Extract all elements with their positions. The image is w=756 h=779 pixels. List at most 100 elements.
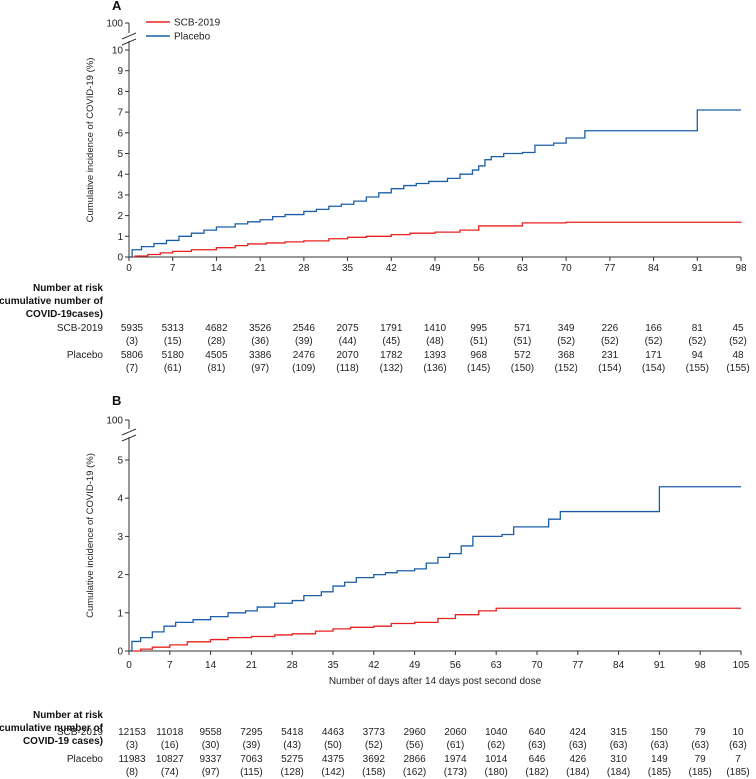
- panel-a-y-tick-label: 1: [117, 232, 123, 243]
- panel-a-x-tick-label: 77: [604, 263, 616, 274]
- panel-b-risk-at-risk-value: 79: [695, 754, 707, 765]
- panel-a-risk-at-risk-value: 2476: [293, 350, 316, 361]
- panel-b-risk-cases-value: (184): [607, 767, 630, 778]
- panel-a-risk-at-risk-value: 1782: [380, 350, 403, 361]
- panel-a-y-tick-label: 100: [106, 19, 123, 30]
- panel-a-risk-cases-value: (39): [295, 336, 313, 347]
- panel-a-risk-cases-value: (155): [726, 363, 749, 374]
- panel-a-risk-at-risk-value: 1393: [424, 350, 447, 361]
- panel-a-risk-cases-value: (150): [511, 363, 534, 374]
- panel-a-risk-at-risk-value: 2070: [336, 350, 359, 361]
- panel-b-risk-at-risk-value: 640: [529, 727, 546, 738]
- panel-a-risk-table-header: (cumulative number of: [0, 296, 104, 307]
- panel-a-risk-at-risk-value: 1791: [380, 323, 403, 334]
- panel-a-risk-at-risk-value: 1410: [424, 323, 447, 334]
- panel-b-risk-at-risk-value: 5418: [281, 727, 304, 738]
- panel-b-risk-cases-value: (63): [528, 740, 546, 751]
- panel-a-risk-cases-value: (132): [380, 363, 403, 374]
- panel-b-risk-cases-value: (97): [202, 767, 220, 778]
- panel-a-x-tick-label: 42: [386, 263, 398, 274]
- panel-b-risk-table-header: (cumulative number of: [0, 723, 104, 734]
- panel-b-risk-at-risk-value: 2866: [403, 754, 426, 765]
- panel-a-risk-cases-value: (52): [557, 336, 575, 347]
- panel-b-x-tick-label: 105: [733, 660, 750, 671]
- panel-a-risk-cases-value: (52): [729, 336, 747, 347]
- panel-b-risk-cases-value: (62): [487, 740, 505, 751]
- panel-a-risk-at-risk-value: 4682: [205, 323, 228, 334]
- panel-a-risk-cases-value: (3): [126, 336, 138, 347]
- panel-b-risk-cases-value: (52): [365, 740, 383, 751]
- panel-a-risk-cases-value: (51): [470, 336, 488, 347]
- panel-a-x-tick-label: 14: [211, 263, 223, 274]
- panel-a-risk-cases-value: (61): [164, 363, 182, 374]
- panel-b-y-tick-label: 1: [117, 608, 123, 619]
- panel-a-risk-cases-value: (155): [686, 363, 709, 374]
- panel-b-risk-cases-value: (185): [648, 767, 671, 778]
- panel-a-y-tick-label: 4: [117, 170, 123, 181]
- panel-b-axis-break-mark: [121, 434, 137, 442]
- panel-a-risk-cases-value: (118): [336, 363, 359, 374]
- panel-a-risk-at-risk-value: 5935: [121, 323, 144, 334]
- panel-a-risk-at-risk-value: 968: [470, 350, 487, 361]
- panel-a-y-tick-label: 7: [117, 108, 123, 119]
- panel-b-risk-at-risk-value: 7295: [240, 727, 263, 738]
- panel-a-risk-cases-value: (44): [339, 336, 357, 347]
- panel-b-x-axis-title: Number of days after 14 days post second…: [329, 676, 542, 687]
- panel-b-x-tick-label: 7: [167, 660, 173, 671]
- panel-a-risk-cases-value: (51): [514, 336, 532, 347]
- panel-a-x-tick-label: 98: [735, 263, 747, 274]
- panel-b-risk-cases-value: (61): [447, 740, 465, 751]
- panel-b-risk-cases-value: (8): [126, 767, 138, 778]
- panel-b-risk-at-risk-value: 9558: [199, 727, 222, 738]
- panel-b-risk-at-risk-value: 11983: [118, 754, 146, 765]
- panel-b-x-tick-label: 56: [450, 660, 462, 671]
- panel-a-x-tick-label: 0: [126, 263, 132, 274]
- panel-a-risk-table: Number at risk (cumulative number of COVID…: [0, 283, 750, 374]
- panel-b-x-tick-label: 77: [572, 660, 584, 671]
- panel-b-x-tick-label: 63: [491, 660, 503, 671]
- panel-a-risk-cases-value: (28): [208, 336, 226, 347]
- panel-a-x-tick-label: 84: [648, 263, 660, 274]
- panel-a-risk-at-risk-value: 48: [732, 350, 744, 361]
- panel-b-x-tick-label: 84: [613, 660, 625, 671]
- panel-a-risk-at-risk-value: 81: [692, 323, 704, 334]
- panel-b-risk-cases-value: (39): [243, 740, 261, 751]
- panel-b-risk-cases-value: (162): [403, 767, 426, 778]
- panel-b-risk-cases-value: (16): [161, 740, 179, 751]
- panel-b-axis-break-mark: [121, 428, 137, 436]
- panel-b-risk-at-risk-value: 79: [695, 727, 707, 738]
- panel-b-risk-cases-value: (185): [726, 767, 749, 778]
- panel-a-risk-at-risk-value: 5180: [162, 350, 185, 361]
- panel-b-risk-at-risk-value: 2060: [444, 727, 467, 738]
- panel-b-x-tick-label: 91: [654, 660, 666, 671]
- panel-a-risk-at-risk-value: 572: [514, 350, 531, 361]
- panel-a-risk-cases-value: (52): [688, 336, 706, 347]
- panel-b-risk-cases-value: (43): [283, 740, 301, 751]
- panel-b-risk-cases-value: (63): [610, 740, 628, 751]
- panel-b-risk-cases-value: (142): [321, 767, 344, 778]
- panel-a-risk-at-risk-value: 94: [692, 350, 704, 361]
- panel-b-x-tick-label: 70: [531, 660, 543, 671]
- panel-a-x-tick-label: 35: [342, 263, 354, 274]
- panel-b-risk-at-risk-value: 3773: [363, 727, 386, 738]
- panel-a-risk-at-risk-value: 4505: [205, 350, 228, 361]
- panel-a-series-scb-line: [129, 221, 742, 258]
- panel-b-risk-at-risk-value: 1014: [485, 754, 508, 765]
- panel-a-x-tick-label: 28: [298, 263, 310, 274]
- panel-b-risk-at-risk-value: 424: [569, 727, 586, 738]
- panel-a-risk-cases-value: (154): [642, 363, 665, 374]
- panel-a-x-tick-label: 21: [255, 263, 267, 274]
- panel-a-risk-at-risk-value: 2075: [336, 323, 359, 334]
- panel-a-risk-at-risk-value: 368: [558, 350, 575, 361]
- panel-b-x-tick-label: 35: [327, 660, 339, 671]
- legend-placebo-label: Placebo: [174, 32, 211, 43]
- panel-b-risk-at-risk-value: 2960: [403, 727, 426, 738]
- panel-b-risk-cases-value: (30): [202, 740, 220, 751]
- panel-b-risk-at-risk-value: 10: [732, 727, 744, 738]
- panel-a-x-tick-label: 7: [170, 263, 176, 274]
- panel-b-risk-table-header: COVID-19 cases): [23, 736, 103, 747]
- panel-a-risk-at-risk-value: 5806: [121, 350, 144, 361]
- panel-a-risk-cases-value: (45): [382, 336, 400, 347]
- panel-b-y-tick-label: 4: [117, 494, 123, 505]
- panel-b-risk-cases-value: (56): [406, 740, 424, 751]
